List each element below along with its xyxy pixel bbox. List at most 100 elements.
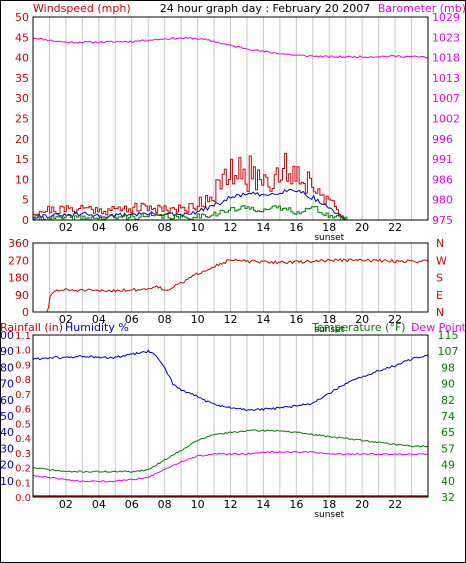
compass-tick-label: E xyxy=(436,289,443,302)
wind-average-line xyxy=(33,188,428,220)
panel2-x-tick-label: 20 xyxy=(355,313,369,326)
panel3-series xyxy=(33,349,428,497)
temperature-tick-label: 49 xyxy=(441,459,455,472)
direction-tick-label: 270 xyxy=(8,254,29,267)
barometer-tick-label: 991 xyxy=(432,153,453,166)
temperature-tick-label: 74 xyxy=(441,410,455,423)
direction-tick-label: 180 xyxy=(8,272,29,285)
panel2-x-tick-label: 06 xyxy=(125,313,139,326)
direction-tick-label: 90 xyxy=(15,289,29,302)
panel1-x-tick-label: 20 xyxy=(355,221,369,234)
rainfall-tick-label: 0.6 xyxy=(15,405,31,416)
panel3-x-tick-label: 18 xyxy=(322,498,336,511)
humidity-axis-title: Humidity % xyxy=(65,321,129,334)
windspeed-tick-label: 20 xyxy=(15,133,29,146)
humidity-tick-label: 70 xyxy=(0,378,14,391)
panel3-frame xyxy=(32,334,429,498)
panel2-grid xyxy=(48,243,413,312)
panel1-x-tick-label: 22 xyxy=(388,221,402,234)
rainfall-tick-label: 1.1 xyxy=(15,331,31,342)
panel1-frame xyxy=(32,16,429,221)
panel1-x-tick-label: 02 xyxy=(59,221,73,234)
wind-direction-line xyxy=(33,258,428,312)
wind-green-line xyxy=(33,205,428,220)
wind-gust-line xyxy=(33,152,428,220)
rainfall-tick-label: 0.1 xyxy=(15,478,31,489)
windspeed-tick-label: 50 xyxy=(15,11,29,24)
windspeed-tick-label: 40 xyxy=(15,52,29,65)
panel3-x-tick-label: 16 xyxy=(289,498,303,511)
panel2-x-tick-label: 16 xyxy=(289,313,303,326)
barometer-tick-label: 980 xyxy=(432,194,453,207)
panel2-series xyxy=(33,258,428,312)
windspeed-tick-label: 0 xyxy=(22,214,29,227)
barometer-tick-label: 986 xyxy=(432,173,453,186)
humidity-tick-label: 40 xyxy=(0,426,14,439)
rainfall-axis-title: Rainfall (in) xyxy=(0,321,63,334)
dewpoint-line xyxy=(33,450,428,483)
panel3-x-tick-label: 06 xyxy=(125,498,139,511)
panel2-sunset-label: sunset xyxy=(314,325,344,335)
humidity-line xyxy=(33,349,428,412)
humidity-tick-label: 60 xyxy=(0,394,14,407)
temperature-tick-label: 90 xyxy=(441,378,455,391)
panel2-x-tick-label: 14 xyxy=(256,313,270,326)
temperature-tick-label: 65 xyxy=(441,426,455,439)
rainfall-tick-label: 0.0 xyxy=(15,493,31,504)
temperature-tick-label: 115 xyxy=(438,329,459,342)
panel1-grid xyxy=(48,17,413,220)
humidity-tick-label: 50 xyxy=(0,410,14,423)
panel2-x-tick-label: 12 xyxy=(224,313,238,326)
panel1-tick-labels: 0510152025303540455097598098699199610021… xyxy=(15,11,460,243)
graph-title: 24 hour graph day : February 20 2007 xyxy=(160,2,371,15)
humidity-tick-label: 10 xyxy=(0,475,14,488)
temperature-tick-label: 40 xyxy=(441,475,455,488)
panel1-x-tick-label: 08 xyxy=(158,221,172,234)
panel1-x-tick-label: 06 xyxy=(125,221,139,234)
panel2-x-tick-label: 22 xyxy=(388,313,402,326)
direction-tick-label: 360 xyxy=(8,237,29,250)
panel1-x-tick-label: 10 xyxy=(191,221,205,234)
humidity-tick-label: 100 xyxy=(0,329,14,342)
compass-tick-label: W xyxy=(436,254,447,267)
panel1-sunset-label: sunset xyxy=(314,233,344,243)
barometer-tick-label: 996 xyxy=(432,133,453,146)
panel3-x-tick-label: 14 xyxy=(256,498,270,511)
temperature-tick-label: 107 xyxy=(438,345,459,358)
rainfall-tick-label: 0.3 xyxy=(15,449,31,460)
barometer-line xyxy=(33,36,428,59)
panel3-x-tick-label: 02 xyxy=(59,498,73,511)
barometer-axis-title: Barometer (mb) xyxy=(378,2,466,15)
temperature-axis-title: Temperature (°F) xyxy=(311,321,406,334)
windspeed-tick-label: 5 xyxy=(22,194,29,207)
panel3-tick-labels: 10 20 30 40 50 60 70 80 90 100 0.0 0.1 0.2 0.3 0.4 0.5 0… xyxy=(0,329,459,520)
rainfall-tick-label: 0.7 xyxy=(15,390,31,401)
windspeed-tick-label: 45 xyxy=(15,31,29,44)
panel1-x-tick-label: 12 xyxy=(224,221,238,234)
panel3-sunset-label: sunset xyxy=(314,510,344,520)
windspeed-tick-label: 10 xyxy=(15,173,29,186)
humidity-tick-label: 90 xyxy=(0,345,14,358)
panel2-frame xyxy=(32,242,429,313)
temperature-tick-label: 98 xyxy=(441,361,455,374)
panel1-x-tick-label: 14 xyxy=(256,221,270,234)
dewpoint-axis-title: Dew Point xyxy=(411,321,466,334)
barometer-tick-label: 1018 xyxy=(432,52,460,65)
panel2-x-tick-label: 18 xyxy=(322,313,336,326)
panel3-grid xyxy=(48,335,413,497)
direction-tick-label: 0 xyxy=(22,306,29,319)
temperature-tick-label: 82 xyxy=(441,394,455,407)
windspeed-tick-label: 25 xyxy=(15,113,29,126)
humidity-tick-label: 80 xyxy=(0,361,14,374)
panel1-x-tick-label: 18 xyxy=(322,221,336,234)
panel1-x-tick-label: 04 xyxy=(92,221,106,234)
panel2-x-tick-label: 10 xyxy=(191,313,205,326)
compass-tick-label: N xyxy=(436,306,444,319)
rainfall-tick-label: 0.5 xyxy=(15,419,31,430)
panel2-x-tick-label: 08 xyxy=(158,313,172,326)
panel3-x-tick-label: 22 xyxy=(388,498,402,511)
barometer-tick-label: 975 xyxy=(432,214,453,227)
